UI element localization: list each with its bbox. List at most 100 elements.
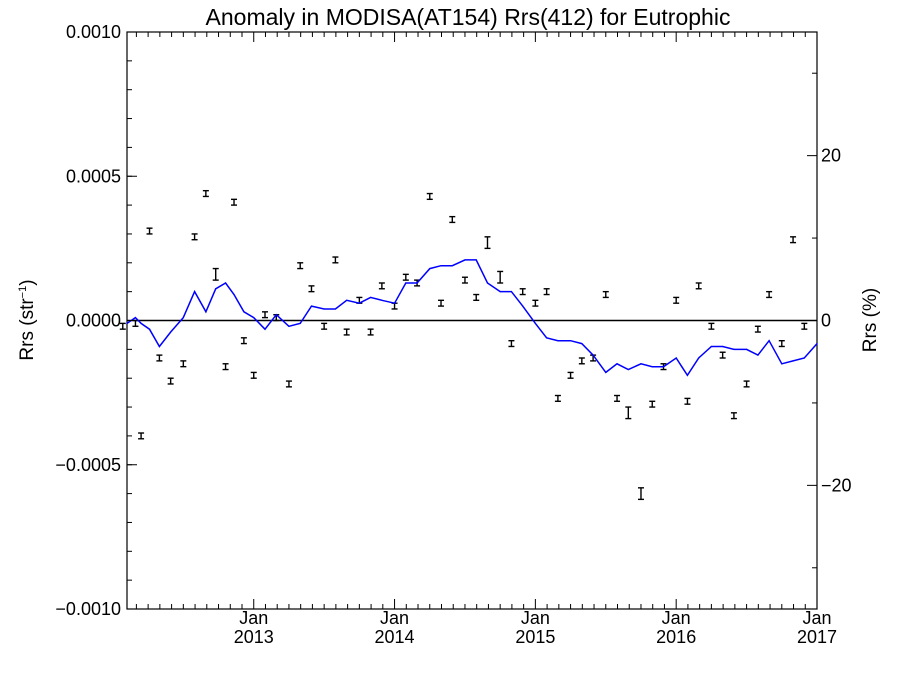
errorbar-point xyxy=(138,432,145,440)
errorbar-point xyxy=(649,400,656,408)
x-tick-year-label: 2014 xyxy=(375,627,415,647)
x-tick-month-label: Jan xyxy=(802,608,831,628)
anomaly-line-point xyxy=(158,345,160,348)
anomaly-line-point xyxy=(803,357,805,359)
errorbar-point xyxy=(637,487,644,501)
errorbar-point xyxy=(332,256,339,264)
errorbar-point xyxy=(461,276,468,284)
anomaly-line-point xyxy=(733,348,735,350)
anomaly-line-point xyxy=(393,302,396,304)
errorbar-point xyxy=(719,351,726,359)
anomaly-line-point xyxy=(710,345,712,348)
anomaly-line-point xyxy=(569,340,572,342)
errorbar-point xyxy=(378,282,385,290)
anomaly-line-point xyxy=(651,366,653,368)
x-tick-month-label: Jan xyxy=(239,608,268,628)
anomaly-line-point xyxy=(323,308,325,310)
errorbar-point xyxy=(180,360,187,368)
anomaly-line-point xyxy=(816,342,818,345)
tick-labels: 0.0010 0.0005 0.0000 −0.0005 −0.0010 20 0 −20 Ja… xyxy=(55,22,851,647)
y-left-tick-label: 0.0010 xyxy=(66,22,121,42)
anomaly-line-point xyxy=(464,259,466,261)
anomaly-line-point xyxy=(510,291,513,293)
errorbar-point xyxy=(449,215,456,224)
anomaly-line-point xyxy=(381,299,383,301)
errorbar-point xyxy=(730,412,737,420)
anomaly-line-point xyxy=(134,317,137,319)
anomaly-line-point xyxy=(675,357,677,359)
anomaly-line-point xyxy=(440,265,442,267)
anomaly-line-point xyxy=(334,308,337,310)
errorbar-point xyxy=(343,328,350,336)
anomaly-line-point xyxy=(243,311,245,313)
anomaly-line-point xyxy=(534,322,536,324)
anomaly-line-point xyxy=(451,265,453,267)
anomaly-line-point xyxy=(722,345,724,348)
anomaly-line-point xyxy=(140,322,142,324)
errorbar-point xyxy=(519,288,526,296)
anomaly-line-point xyxy=(592,354,594,356)
errorbar-point xyxy=(240,337,247,345)
tick-marks xyxy=(127,31,818,610)
errorbar-point xyxy=(231,198,238,206)
anomaly-line-point xyxy=(546,337,548,339)
anomaly-line xyxy=(126,259,818,377)
anomaly-line-point xyxy=(405,282,407,284)
errorbar-point xyxy=(222,363,229,371)
y-axis-left-label: Rrs (str−1) xyxy=(17,279,38,360)
errorbar-point xyxy=(297,262,304,270)
anomaly-line-point xyxy=(745,348,748,350)
errorbar-point xyxy=(801,322,808,330)
anomaly-line-point xyxy=(781,363,783,365)
errorbar-point xyxy=(191,233,198,241)
anomaly-line-point xyxy=(288,325,290,327)
y-left-tick-label: −0.0010 xyxy=(55,599,121,619)
errorbar-point xyxy=(212,267,219,281)
x-tick-year-label: 2015 xyxy=(515,627,555,647)
y-right-tick-label: 0 xyxy=(821,311,831,331)
errorbar-point xyxy=(673,296,680,304)
errorbar-point xyxy=(497,270,504,284)
errorbar-point xyxy=(743,380,750,388)
anomaly-line-point xyxy=(264,328,266,330)
errorbar-point xyxy=(484,236,491,250)
errorbar-point xyxy=(391,302,398,310)
anomaly-line-point xyxy=(698,357,700,359)
errorbar-point xyxy=(285,380,292,388)
errorbar-point xyxy=(438,299,445,307)
errorbar-point xyxy=(508,339,515,348)
errorbar-point xyxy=(567,371,574,379)
errorbar-point xyxy=(402,273,409,281)
errorbar-point xyxy=(543,288,550,296)
anomaly-line-point xyxy=(148,328,151,330)
errorbar-point xyxy=(532,299,539,307)
errorbar-point xyxy=(778,339,785,348)
anomaly-line-point xyxy=(581,342,583,345)
anomaly-line-point xyxy=(416,282,418,284)
y-right-tick-label: 20 xyxy=(821,146,841,166)
errorbar-point xyxy=(426,192,433,201)
errorbar-point xyxy=(790,236,797,244)
anomaly-line-point xyxy=(627,368,629,371)
errorbar-point xyxy=(167,377,174,385)
anomaly-line-point xyxy=(522,305,524,307)
errorbar-point xyxy=(156,354,163,362)
anomaly-line-point xyxy=(193,291,196,293)
anomaly-line-point xyxy=(205,311,207,313)
y-axis-left-label-main: Rrs (str xyxy=(17,298,38,361)
anomaly-line-point xyxy=(486,282,489,284)
y-axis-left-label-close: ) xyxy=(17,279,38,285)
x-tick-year-label: 2016 xyxy=(656,627,696,647)
anomaly-line-point xyxy=(358,302,360,304)
errorbar-point xyxy=(614,394,621,402)
anomaly-line-point xyxy=(662,366,665,368)
anomaly-line-point xyxy=(605,371,607,374)
x-tick-month-label: Jan xyxy=(380,608,409,628)
anomaly-line-point xyxy=(299,322,301,324)
anomaly-line-point xyxy=(640,363,642,365)
errorbar-point xyxy=(250,371,257,379)
errorbar-point xyxy=(684,397,691,405)
errorbar-point xyxy=(308,285,315,293)
anomaly-line-point xyxy=(215,288,217,290)
